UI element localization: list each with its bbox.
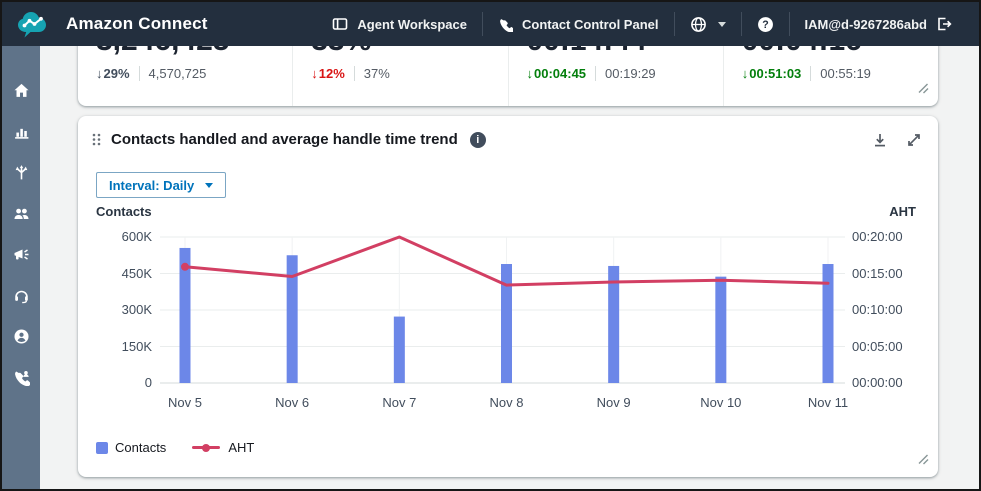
legend-label-contacts: Contacts <box>115 440 167 455</box>
svg-text:Nov 8: Nov 8 <box>490 395 524 410</box>
app-title: Amazon Connect <box>66 14 208 33</box>
download-button[interactable] <box>872 132 888 148</box>
chart-area: 600K 450K 300K 150K 0 Nov 5 Nov 6 Nov 7 Nov 8 No… <box>78 229 938 427</box>
down-arrow-icon: ↓ <box>741 66 749 81</box>
download-icon <box>875 133 885 146</box>
workspace-icon <box>333 18 348 30</box>
chevron-down-icon <box>205 182 214 188</box>
contact-phone-icon <box>14 371 30 386</box>
top-navbar: Amazon Connect Agent Workspace Contact C… <box>2 2 979 46</box>
interval-dropdown[interactable]: Interval: Daily <box>96 172 227 198</box>
down-arrow-icon: ↓ <box>96 66 103 81</box>
chart-title: Contacts handled and average handle time… <box>111 131 458 148</box>
down-arrow-icon: ↓ <box>526 66 534 81</box>
divider <box>788 12 790 36</box>
bar-chart-icon <box>14 128 28 139</box>
trend-chart-card: Contacts handled and average handle time… <box>78 116 938 477</box>
megaphone-icon <box>14 249 28 260</box>
left-sidebar <box>2 46 40 489</box>
svg-text:Nov 7: Nov 7 <box>382 395 416 410</box>
svg-text:?: ? <box>762 19 768 31</box>
divider <box>673 12 675 36</box>
phone-icon <box>500 18 513 32</box>
svg-text:Nov 6: Nov 6 <box>275 395 309 410</box>
sidebar-item-agent[interactable] <box>13 287 30 304</box>
question-icon: ? <box>757 16 773 32</box>
headset-icon <box>14 290 28 304</box>
stat-compare-value: 37% <box>363 66 390 81</box>
sidebar-item-profile[interactable] <box>13 328 30 345</box>
language-selector[interactable] <box>675 16 741 33</box>
resize-handle-icon[interactable] <box>916 452 929 470</box>
svg-text:Nov 11: Nov 11 <box>808 395 848 410</box>
contact-control-panel-link[interactable]: Contact Control Panel <box>483 17 674 32</box>
stat-delta: ↓ 00:51:03 <box>741 66 802 81</box>
contacts-legend-swatch <box>96 441 108 454</box>
left-axis-title: Contacts <box>96 204 152 219</box>
divider <box>138 66 140 81</box>
stat-compare-value: 4,570,725 <box>148 66 207 81</box>
sign-out-icon <box>938 17 952 31</box>
globe-icon <box>690 16 706 32</box>
chart-header: Contacts handled and average handle time… <box>92 131 922 148</box>
users-icon <box>14 208 28 219</box>
expand-icon <box>908 133 920 146</box>
divider <box>481 12 483 36</box>
chevron-down-icon <box>717 21 726 27</box>
down-arrow-icon: ↓ <box>311 66 318 81</box>
left-axis-ticks: 600K 450K 300K 150K 0 <box>121 229 152 390</box>
agent-workspace-link[interactable]: Agent Workspace <box>317 16 482 32</box>
sidebar-item-announcements[interactable] <box>13 246 30 263</box>
connect-cloud-icon <box>18 11 46 37</box>
stat-compare-value: 00:19:29 <box>605 66 656 81</box>
account-id: IAM@d-9267286abd <box>804 16 928 32</box>
stat-delta: ↓ 29% <box>96 66 130 81</box>
aht-legend-line <box>192 443 221 452</box>
interval-label: Interval: Daily <box>109 177 195 193</box>
sidebar-item-users[interactable] <box>13 205 30 222</box>
right-axis-ticks: 00:20:00 00:15:00 00:10:00 00:05:00 00:00:00 <box>852 229 903 390</box>
divider <box>810 66 812 81</box>
amazon-connect-logo[interactable] <box>16 10 52 39</box>
legend-label-aht: AHT <box>228 440 255 455</box>
sidebar-item-home[interactable] <box>13 82 30 99</box>
contact-control-panel-label: Contact Control Panel <box>521 16 659 32</box>
routing-icon <box>15 165 27 180</box>
resize-handle-icon[interactable] <box>916 81 929 99</box>
stat-delta: ↓ 00:04:45 <box>526 66 587 81</box>
user-profile-icon <box>13 329 29 344</box>
sidebar-item-routing[interactable] <box>13 164 30 181</box>
stat-delta: ↓ 12% <box>311 66 345 81</box>
agent-workspace-label: Agent Workspace <box>357 16 467 32</box>
svg-text:Nov 9: Nov 9 <box>597 395 631 410</box>
home-icon <box>13 83 29 97</box>
svg-text:Nov 5: Nov 5 <box>168 395 202 410</box>
svg-text:Nov 10: Nov 10 <box>700 395 741 410</box>
chart-legend: Contacts AHT <box>96 440 254 455</box>
expand-button[interactable] <box>906 132 922 148</box>
drag-handle-icon[interactable] <box>92 133 101 146</box>
divider <box>353 66 355 81</box>
stat-compare-value: 00:55:19 <box>820 66 871 81</box>
sidebar-item-metrics[interactable] <box>13 123 30 140</box>
account-menu[interactable]: IAM@d-9267286abd <box>790 16 968 32</box>
topbar-actions: Agent Workspace Contact Control Panel <box>317 12 967 36</box>
sidebar-item-contact-calls[interactable] <box>13 369 30 386</box>
trend-chart[interactable]: Nov 5 Nov 6 Nov 7 Nov 8 Nov 9 Nov 10 Nov 11 <box>160 235 848 415</box>
info-icon[interactable]: i <box>469 131 486 148</box>
divider <box>595 66 597 81</box>
right-axis-title: AHT <box>889 204 916 219</box>
help-button[interactable]: ? <box>742 16 789 33</box>
divider <box>740 12 742 36</box>
